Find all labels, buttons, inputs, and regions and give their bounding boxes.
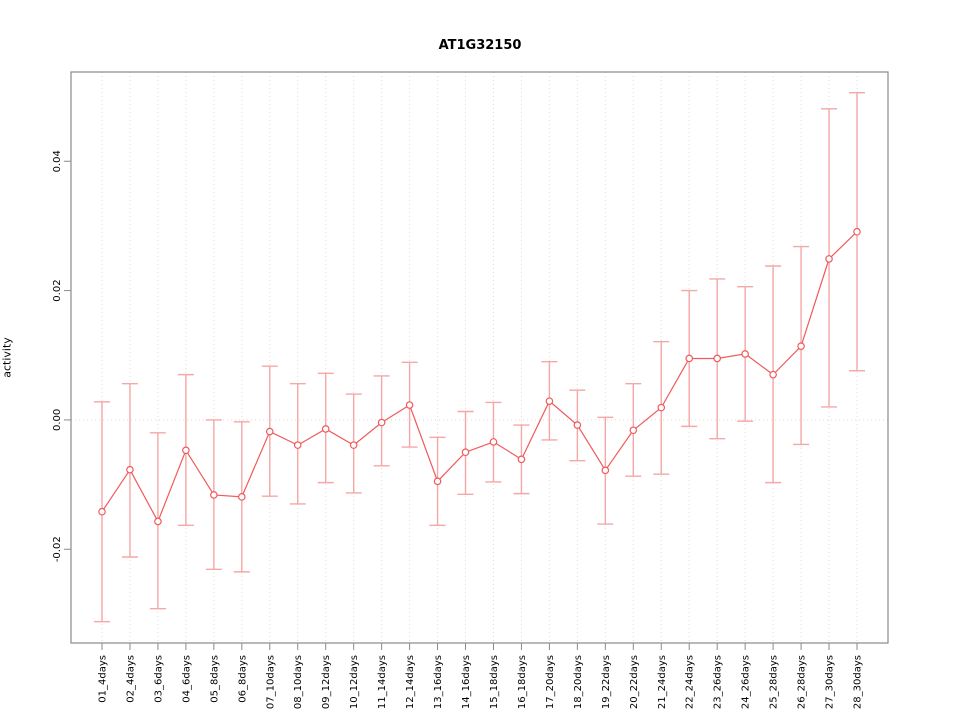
x-tick-label: 11_14days <box>377 655 388 709</box>
data-point <box>182 446 190 455</box>
x-tick-label: 09_12days <box>321 655 332 709</box>
data-point <box>293 441 302 449</box>
x-tick-label: 23_26days <box>713 655 724 709</box>
y-tick-label: 0.02 <box>52 279 63 301</box>
data-point <box>741 350 749 358</box>
x-tick-label: 16_18days <box>517 655 528 709</box>
data-point <box>489 438 498 446</box>
x-tick-label: 24_26days <box>741 655 752 709</box>
data-point <box>573 421 582 429</box>
y-tick-label: -0.02 <box>52 536 63 562</box>
x-tick-label: 15_18days <box>489 655 500 709</box>
x-tick-label: 08_10days <box>293 655 304 709</box>
plot-box <box>70 71 889 644</box>
chart-title: AT1G32150 <box>438 38 522 53</box>
x-tick-label: 12_14days <box>405 655 416 709</box>
data-point <box>405 401 414 409</box>
data-point <box>461 448 470 457</box>
data-point <box>98 507 106 516</box>
x-tick-label: 20_22days <box>629 655 640 709</box>
x-tick-label: 25_28days <box>769 655 780 709</box>
x-tick-label: 03_6days <box>153 655 164 703</box>
x-tick-label: 28_30days <box>853 655 864 709</box>
data-point <box>797 342 805 350</box>
data-point <box>210 491 218 499</box>
data-point <box>433 477 442 486</box>
x-tick-label: 10_12days <box>349 655 360 709</box>
x-tick-label: 21_24days <box>657 655 668 709</box>
data-point <box>265 427 274 436</box>
data-point <box>713 354 721 363</box>
x-tick-label: 01_4days <box>98 655 109 703</box>
x-tick-label: 26_28days <box>797 655 808 709</box>
x-tick-label: 06_8days <box>237 655 248 703</box>
x-tick-label: 14_16days <box>461 655 472 709</box>
data-point <box>629 426 638 435</box>
x-tick-label: 22_24days <box>685 655 696 709</box>
y-tick-label: 0.04 <box>52 150 63 172</box>
series-line <box>101 231 858 523</box>
x-tick-label: 13_16days <box>433 655 444 709</box>
x-tick-label: 18_20days <box>573 655 584 709</box>
data-point <box>685 354 694 363</box>
data-point <box>154 517 162 526</box>
data-point <box>321 425 330 433</box>
data-point <box>126 465 134 474</box>
data-point <box>349 441 358 449</box>
y-tick-label: 0.00 <box>52 409 63 431</box>
x-tick-label: 19_22days <box>601 655 612 709</box>
data-point <box>769 370 777 379</box>
x-tick-label: 02_4days <box>125 655 136 703</box>
data-point <box>545 397 554 405</box>
x-tick-label: 04_6days <box>181 655 192 703</box>
x-tick-label: 27_30days <box>825 655 836 709</box>
data-point <box>657 403 666 412</box>
x-tick-label: 07_10days <box>265 655 276 709</box>
data-point <box>853 227 861 236</box>
x-tick-label: 05_8days <box>209 655 220 703</box>
x-tick-label: 17_20days <box>545 655 556 709</box>
data-point <box>601 466 610 475</box>
data-point <box>377 418 386 427</box>
data-point <box>517 455 526 464</box>
data-point <box>825 255 833 263</box>
data-point <box>238 493 246 501</box>
